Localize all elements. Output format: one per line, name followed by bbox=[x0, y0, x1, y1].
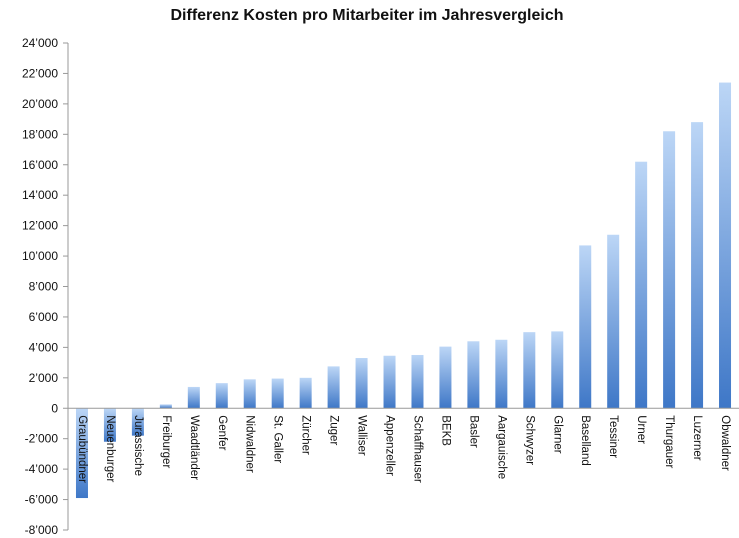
bar bbox=[663, 131, 676, 409]
y-tick-label: 16’000 bbox=[22, 158, 58, 172]
x-tick-label: Freiburger bbox=[160, 415, 172, 468]
y-tick-label: 14’000 bbox=[22, 188, 58, 202]
bar bbox=[439, 346, 452, 409]
bar bbox=[271, 378, 284, 409]
y-tick-label: 18’000 bbox=[22, 127, 58, 141]
x-tick-label: Aargauische bbox=[495, 415, 507, 479]
y-tick-label: -4’000 bbox=[25, 462, 59, 476]
y-tick-label: -2’000 bbox=[25, 432, 59, 446]
y-tick-label: 20’000 bbox=[22, 97, 58, 111]
y-tick-label: 12’000 bbox=[22, 219, 58, 233]
x-tick-label: Tessiner bbox=[607, 415, 619, 458]
x-tick-label: Baselland bbox=[579, 415, 591, 466]
x-tick-label: Basler bbox=[467, 415, 479, 448]
bar bbox=[607, 234, 620, 409]
bar bbox=[551, 331, 564, 409]
x-tick-label: Luzerner bbox=[691, 415, 703, 461]
bar bbox=[355, 358, 368, 409]
x-tick-label: Glarner bbox=[551, 415, 563, 454]
x-tick-label: Jurassische bbox=[132, 415, 144, 476]
bar bbox=[159, 404, 172, 409]
chart-title: Differenz Kosten pro Mitarbeiter im Jahr… bbox=[171, 7, 564, 24]
y-axis: -8’000 -6’000 -4’000 -2’000 0 2’000 4’000 6’000… bbox=[22, 36, 68, 537]
x-tick-label: Zuger bbox=[328, 415, 340, 445]
bar bbox=[691, 122, 704, 409]
x-tick-label: BEKB bbox=[439, 415, 451, 446]
bar bbox=[579, 245, 592, 409]
bar bbox=[187, 386, 200, 409]
x-tick-label: Appenzeller bbox=[384, 415, 396, 476]
x-tick-label: Genfer bbox=[216, 415, 228, 450]
bar bbox=[131, 408, 144, 436]
bar-series bbox=[75, 82, 732, 499]
x-tick-label: Nidwaldner bbox=[244, 415, 256, 473]
x-tick-label: St. Galler bbox=[272, 415, 284, 463]
y-tick-label: 4’000 bbox=[29, 340, 59, 354]
bar bbox=[719, 82, 732, 409]
bar bbox=[383, 355, 396, 409]
x-axis: Graubündner Neuenburger Jurassische Freibur… bbox=[76, 415, 731, 483]
x-tick-label: Neuenburger bbox=[104, 415, 116, 482]
bar bbox=[75, 408, 88, 499]
bar bbox=[467, 341, 480, 409]
bar bbox=[243, 379, 256, 409]
bar bbox=[103, 408, 116, 442]
y-tick-label: 0 bbox=[51, 401, 58, 415]
x-tick-label: Schaffhauser bbox=[411, 415, 423, 483]
bar bbox=[327, 366, 340, 409]
bar bbox=[495, 339, 508, 409]
y-tick-label: 2’000 bbox=[29, 371, 59, 385]
bar bbox=[411, 354, 424, 409]
bar bbox=[299, 377, 312, 409]
x-tick-label: Schwyzer bbox=[523, 415, 535, 465]
x-tick-label: Graubündner bbox=[76, 415, 88, 483]
y-tick-label: 24’000 bbox=[22, 36, 58, 50]
y-tick-label: -6’000 bbox=[25, 493, 59, 507]
x-tick-label: Zürcher bbox=[300, 415, 312, 455]
bar bbox=[215, 383, 228, 409]
x-tick-label: Walliser bbox=[356, 415, 368, 456]
y-tick-label: 10’000 bbox=[22, 249, 58, 263]
y-tick-label: 22’000 bbox=[22, 66, 58, 80]
y-tick-label: -8’000 bbox=[25, 523, 59, 537]
x-tick-label: Waadtländer bbox=[188, 415, 200, 480]
y-tick-label: 6’000 bbox=[29, 310, 59, 324]
bar bbox=[523, 332, 536, 409]
x-tick-label: Thurgauer bbox=[663, 415, 675, 468]
x-tick-label: Urner bbox=[635, 415, 647, 444]
x-tick-label: Obwaldner bbox=[719, 415, 731, 471]
y-tick-label: 8’000 bbox=[29, 280, 59, 294]
bar bbox=[635, 161, 648, 409]
